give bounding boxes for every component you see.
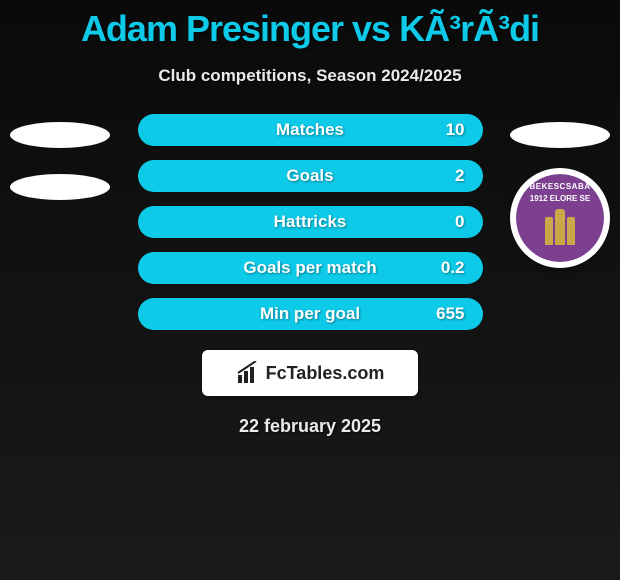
stat-bar-hattricks: Hattricks 0	[138, 206, 483, 238]
stat-label: Min per goal	[260, 304, 360, 324]
team-logo-text-mid: 1912 ELORE SE	[530, 194, 590, 203]
right-placeholder-group: BEKESCSABA 1912 ELORE SE	[510, 122, 610, 268]
stat-bar-goals-per-match: Goals per match 0.2	[138, 252, 483, 284]
brand-text: FcTables.com	[266, 363, 385, 384]
stat-value: 0	[455, 212, 464, 232]
date-text: 22 february 2025	[0, 416, 620, 437]
stat-value: 10	[446, 120, 465, 140]
stat-bar-matches: Matches 10	[138, 114, 483, 146]
stat-bar-min-per-goal: Min per goal 655	[138, 298, 483, 330]
page-title: Adam Presinger vs KÃ³rÃ³di	[0, 0, 620, 50]
chart-icon	[236, 361, 260, 385]
team-logo: BEKESCSABA 1912 ELORE SE	[510, 168, 610, 268]
tower-icon	[545, 217, 553, 245]
placeholder-ellipse	[10, 174, 110, 200]
brand-box: FcTables.com	[202, 350, 418, 396]
stat-value: 0.2	[441, 258, 465, 278]
placeholder-ellipse	[510, 122, 610, 148]
left-placeholder-group	[10, 122, 110, 200]
stat-value: 2	[455, 166, 464, 186]
subtitle: Club competitions, Season 2024/2025	[0, 66, 620, 86]
team-logo-building	[540, 205, 580, 245]
stat-value: 655	[436, 304, 464, 324]
team-logo-inner: BEKESCSABA 1912 ELORE SE	[516, 174, 604, 262]
tower-icon	[567, 217, 575, 245]
tower-icon	[555, 209, 565, 245]
placeholder-ellipse	[10, 122, 110, 148]
stat-bar-goals: Goals 2	[138, 160, 483, 192]
stat-label: Goals	[286, 166, 333, 186]
stat-label: Matches	[276, 120, 344, 140]
stat-label: Goals per match	[243, 258, 376, 278]
team-logo-text-top: BEKESCSABA	[529, 182, 590, 191]
stat-label: Hattricks	[274, 212, 347, 232]
